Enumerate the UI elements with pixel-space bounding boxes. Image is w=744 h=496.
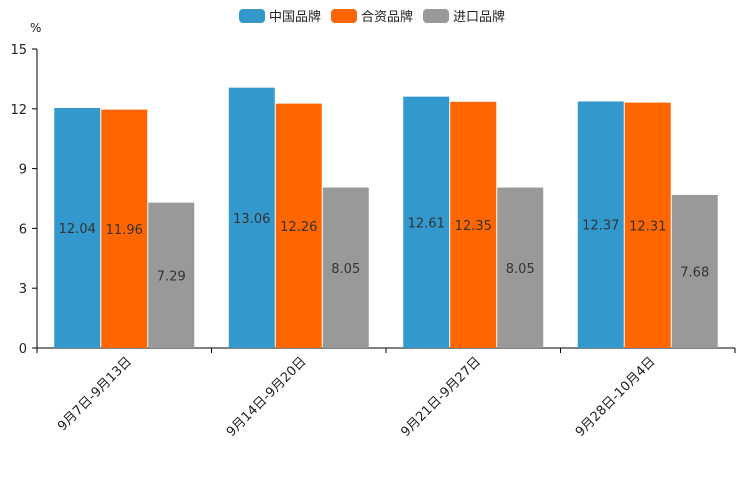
y-tick-label-2: 6 [19, 222, 27, 237]
data-label-1-0: 11.96 [106, 223, 143, 238]
legend-label-import-brand: 进口品牌 [453, 10, 506, 25]
bar-2-2 [497, 187, 544, 348]
y-tick-label-5: 15 [10, 43, 27, 58]
bar-1-2 [450, 101, 497, 348]
x-tick-label-2: 9月21日-9月27日 [398, 354, 484, 440]
bar-2-1 [322, 187, 369, 348]
data-label-2-2: 8.05 [506, 262, 535, 277]
bar-0-0 [54, 108, 101, 348]
y-tick-label-4: 12 [10, 103, 27, 118]
data-label-1-2: 12.35 [455, 219, 492, 234]
data-label-0-2: 12.61 [408, 216, 445, 231]
data-label-0-1: 13.06 [233, 212, 270, 227]
x-tick-label-1: 9月14日-9月20日 [224, 354, 310, 440]
data-label-2-0: 7.29 [157, 269, 186, 284]
legend-swatch-china-brand [238, 8, 265, 23]
data-label-0-0: 12.04 [59, 222, 96, 237]
bar-1-1 [275, 103, 322, 348]
data-label-1-1: 12.26 [280, 220, 317, 235]
y-tick-label-3: 9 [19, 163, 27, 178]
legend-item-china-brand[interactable]: 中国品牌 [238, 6, 321, 25]
data-label-0-3: 12.37 [582, 219, 619, 234]
legend-item-joint-venture-brand[interactable]: 合资品牌 [330, 6, 413, 25]
data-label-2-3: 7.68 [680, 265, 709, 280]
bar-1-3 [624, 102, 671, 348]
legend-item-import-brand[interactable]: 进口品牌 [423, 6, 505, 25]
bar-2-3 [671, 194, 718, 348]
legend: 中国品牌 合资品牌 进口品牌 [0, 6, 744, 25]
y-axis-unit: % [30, 21, 42, 35]
x-tick-label-0: 9月7日-9月13日 [55, 354, 135, 434]
y-tick-label-1: 3 [19, 282, 27, 297]
legend-swatch-import-brand [423, 8, 449, 23]
bar-0-2 [403, 96, 450, 349]
legend-swatch-joint-venture-brand [330, 8, 357, 23]
legend-label-joint-venture-brand: 合资品牌 [360, 10, 413, 25]
bar-1-0 [101, 109, 148, 348]
data-label-2-1: 8.05 [331, 262, 360, 277]
bar-0-3 [577, 101, 624, 348]
legend-label-china-brand: 中国品牌 [268, 10, 321, 25]
data-label-1-3: 12.31 [629, 219, 666, 234]
x-tick-label-3: 9月28日-10月4日 [573, 354, 659, 440]
y-tick-label-0: 0 [19, 342, 27, 357]
bar-2-0 [148, 202, 195, 348]
bar-0-1 [228, 87, 275, 349]
